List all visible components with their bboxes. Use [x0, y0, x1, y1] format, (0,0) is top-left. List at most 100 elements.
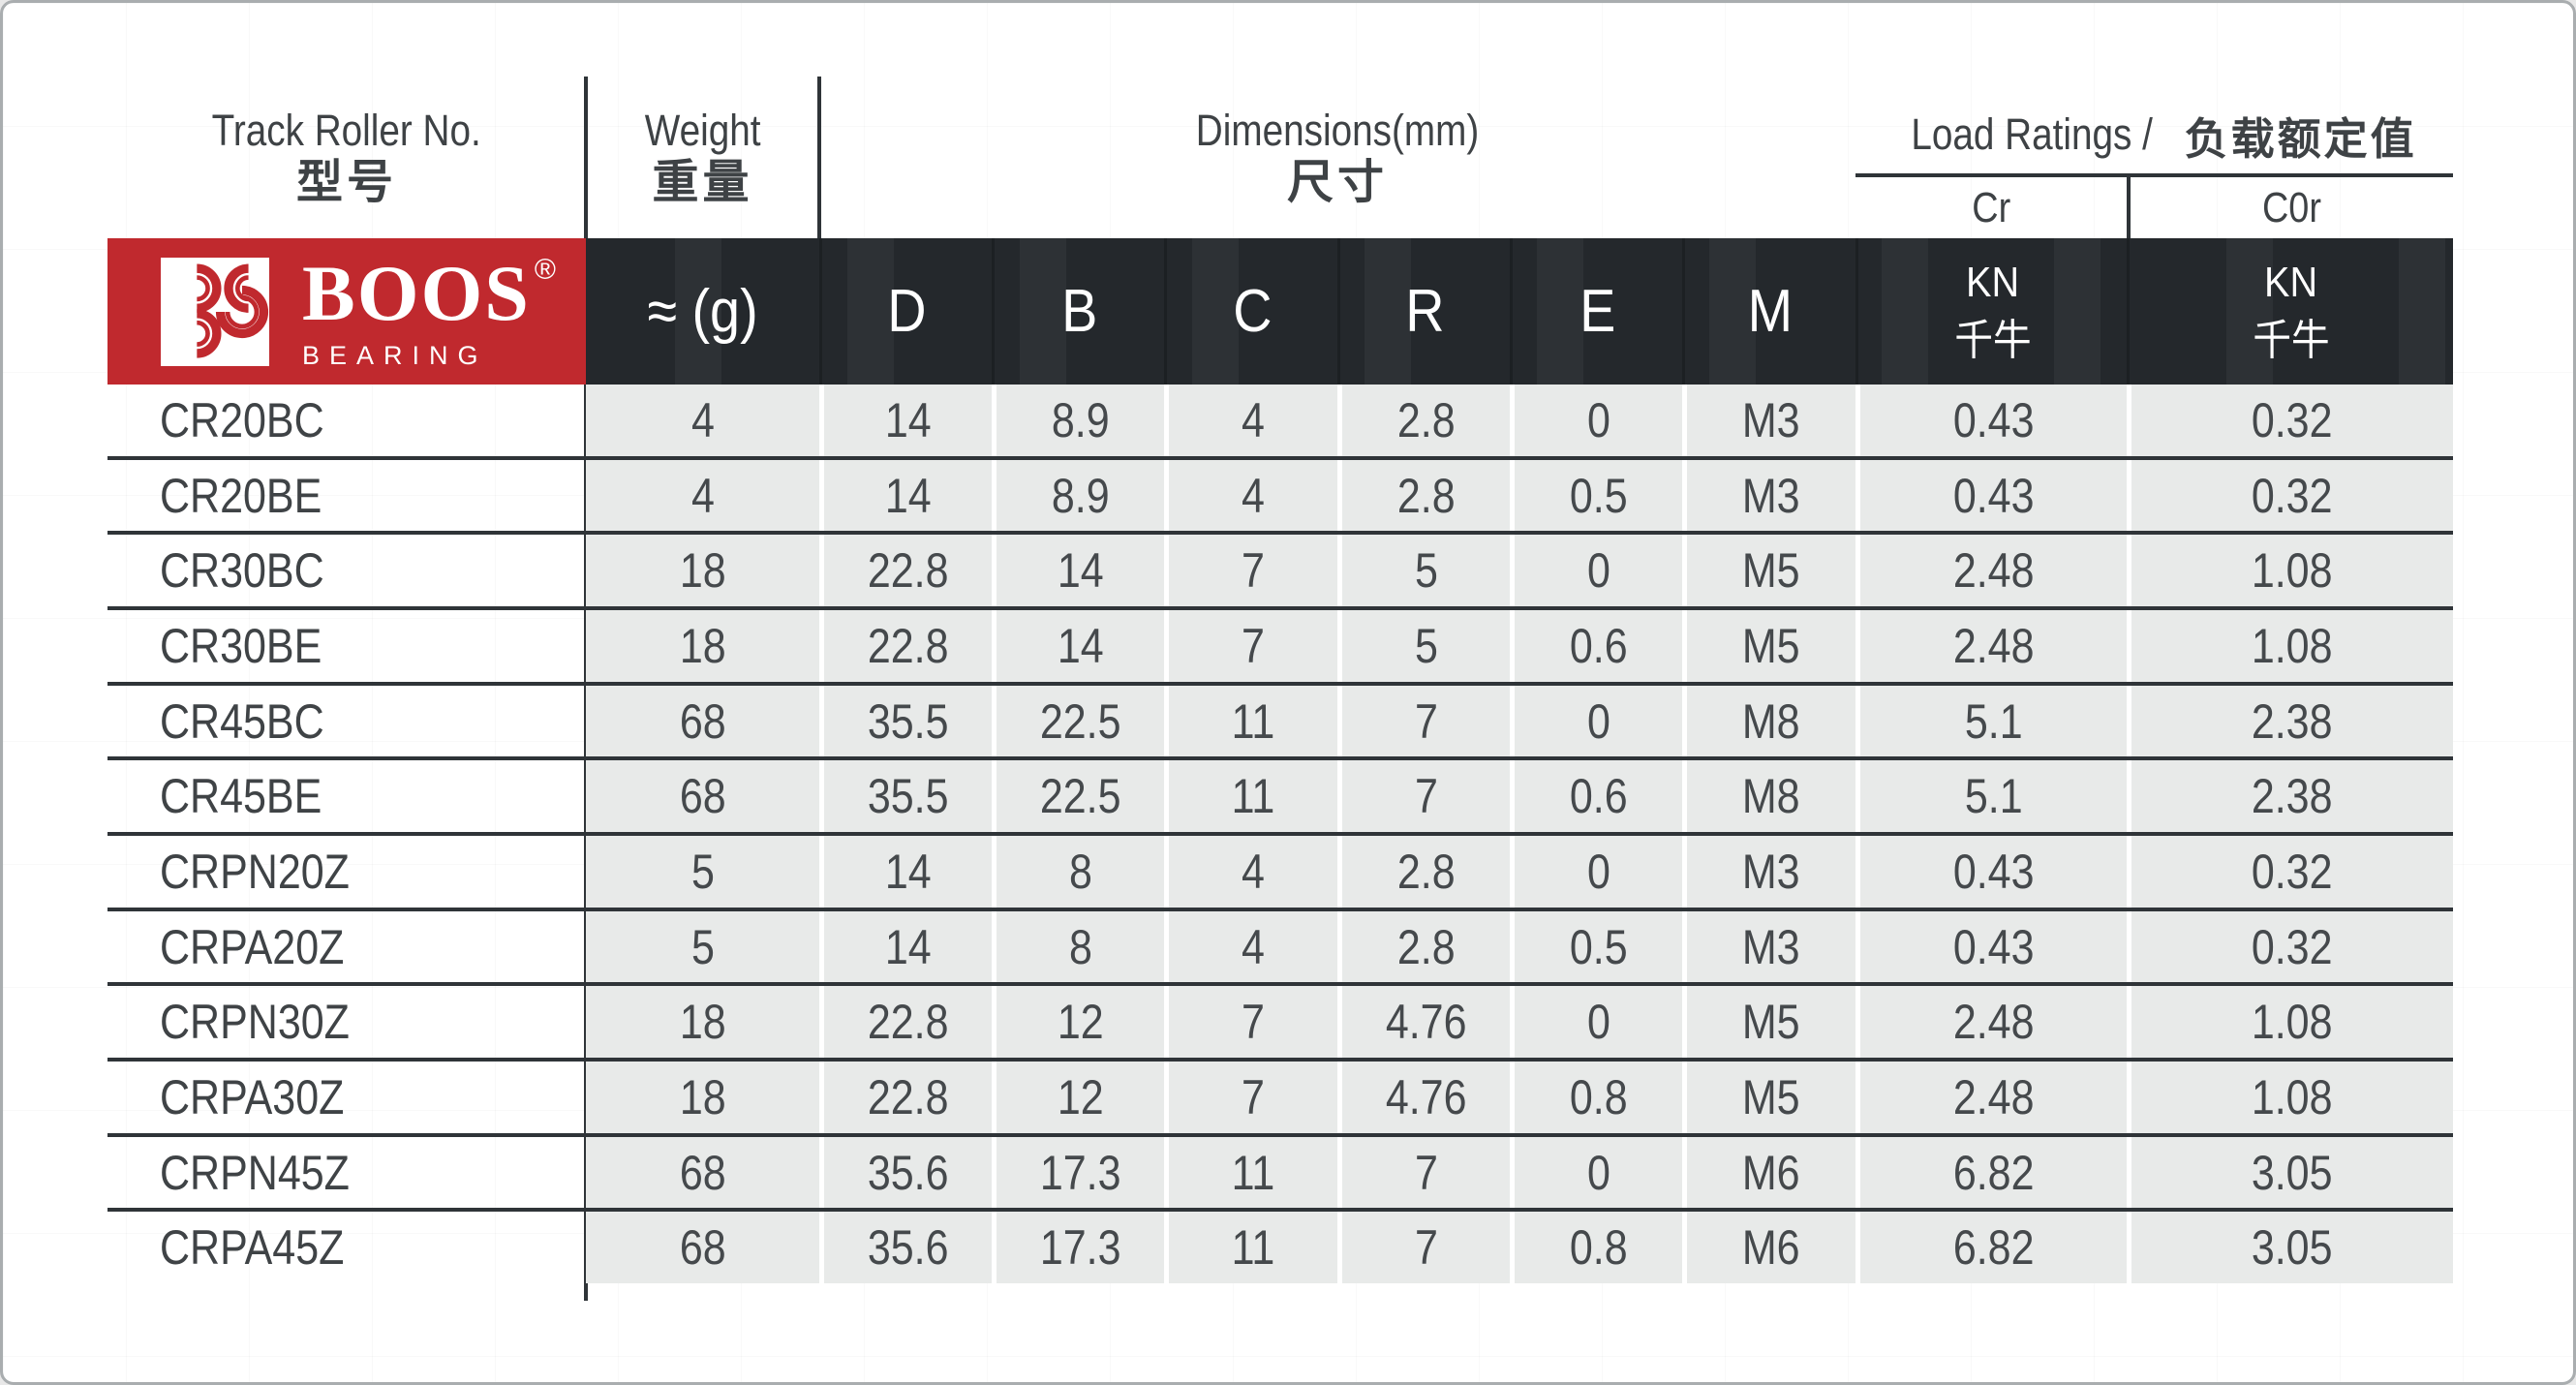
cell-b-value: 8.9	[1051, 392, 1110, 447]
cell-model-value: CRPA30Z	[160, 1069, 345, 1124]
cell-b: 8.9	[992, 459, 1164, 532]
cell-model-value: CR45BC	[160, 693, 324, 749]
cell-b: 22.5	[992, 685, 1164, 757]
cell-weight-value: 18	[679, 618, 726, 673]
brand-monogram-icon	[161, 257, 269, 366]
cell-weight-value: 5	[690, 919, 715, 974]
cell-b: 14	[992, 535, 1164, 607]
cell-e: 0	[1510, 535, 1682, 607]
cell-b-value: 8	[1068, 844, 1092, 899]
cell-m-value: M6	[1742, 1220, 1800, 1276]
cell-model-value: CR30BE	[160, 618, 322, 673]
cell-b: 22.5	[992, 760, 1164, 833]
cell-m: M8	[1682, 685, 1855, 757]
kn-zh-label: 千牛	[2253, 316, 2330, 364]
band-header-c0r-unit: KN 千牛	[2127, 238, 2453, 385]
cell-cr-value: 0.43	[1952, 392, 2035, 447]
cell-m-value: M3	[1742, 844, 1800, 899]
cell-c0r-value: 1.08	[2252, 1069, 2333, 1124]
cell-r-value: 2.8	[1396, 468, 1456, 523]
table-row: CRPA45Z 68 35.6 17.3 11 7 0.8 M6 6.82 3.05	[107, 1208, 2453, 1284]
cell-cr-value: 6.82	[1952, 1145, 2035, 1200]
cell-m: M5	[1682, 986, 1855, 1059]
cell-c: 4	[1164, 459, 1337, 532]
table-row: CR30BE 18 22.8 14 7 5 0.6 M5 2.48 1.08	[107, 606, 2453, 682]
cell-e-value: 0.8	[1569, 1069, 1628, 1124]
cell-cr: 0.43	[1855, 910, 2127, 983]
band-header-r: R	[1337, 238, 1510, 385]
cell-e-value: 0	[1586, 995, 1610, 1050]
cell-m: M8	[1682, 760, 1855, 833]
cell-r: 7	[1337, 685, 1510, 757]
table-row: CRPA20Z 5 14 8 4 2.8 0.5 M3 0.43 0.32	[107, 907, 2453, 983]
cell-model-value: CR20BE	[160, 468, 322, 523]
table-row: CRPN20Z 5 14 8 4 2.8 0 M3 0.43 0.32	[107, 832, 2453, 908]
load-ratings-subheader: Cr C0r	[1855, 177, 2453, 238]
band-header-m: M	[1682, 238, 1855, 385]
cell-d: 14	[819, 910, 992, 983]
brand-wordmark: BOOS ®	[302, 254, 558, 333]
cell-cr-value: 5.1	[1964, 693, 2023, 749]
cell-cr: 2.48	[1855, 1062, 2127, 1133]
cell-c: 11	[1164, 760, 1337, 833]
cell-c0r: 2.38	[2127, 760, 2453, 833]
cell-d-value: 14	[884, 844, 932, 899]
cell-d: 35.5	[819, 685, 992, 757]
cell-b-value: 14	[1057, 543, 1104, 599]
column-header-weight-en: Weight	[644, 106, 761, 155]
cell-weight-value: 5	[690, 844, 715, 899]
cell-b: 8.9	[992, 385, 1164, 456]
column-header-dimensions: Dimensions(mm) 尺寸	[819, 77, 1855, 238]
column-header-model: Track Roller No. 型号	[107, 77, 586, 238]
table-row: CRPN45Z 68 35.6 17.3 11 7 0 M6 6.82 3.05	[107, 1132, 2453, 1209]
cell-cr: 0.43	[1855, 459, 2127, 532]
table-row: CR20BC 4 14 8.9 4 2.8 0 M3 0.43 0.32	[107, 385, 2453, 456]
brand-logo: BOOS ® BEARING	[107, 238, 586, 385]
band-header-cr-unit: KN 千牛	[1855, 238, 2127, 385]
cell-m: M5	[1682, 535, 1855, 607]
cell-d-value: 35.6	[867, 1145, 949, 1200]
cell-b: 12	[992, 1062, 1164, 1133]
kn-label: KN	[2264, 259, 2318, 307]
cell-e-value: 0.5	[1569, 468, 1628, 523]
cell-d-value: 14	[884, 468, 932, 523]
cell-d-value: 22.8	[867, 618, 949, 673]
cell-b-value: 14	[1057, 618, 1104, 673]
cell-c0r: 0.32	[2127, 836, 2453, 908]
cell-r-value: 7	[1414, 693, 1438, 749]
cell-model-value: CRPN45Z	[160, 1145, 350, 1200]
cell-cr-value: 2.48	[1952, 995, 2035, 1050]
brand-name: BOOS	[302, 249, 531, 337]
table-row: CRPN30Z 18 22.8 12 7 4.76 0 M5 2.48 1.08	[107, 982, 2453, 1059]
cell-r: 7	[1337, 760, 1510, 833]
cell-weight: 18	[586, 535, 819, 607]
cell-c-value: 4	[1242, 919, 1265, 974]
cell-b-value: 17.3	[1039, 1145, 1121, 1200]
cell-c0r-value: 0.32	[2252, 844, 2333, 899]
cell-c-value: 7	[1242, 1069, 1265, 1124]
cell-c: 4	[1164, 385, 1337, 456]
cell-b: 8	[992, 910, 1164, 983]
load-ratings-divider	[1855, 173, 2453, 177]
cell-d-value: 14	[884, 392, 932, 447]
cell-cr-value: 0.43	[1952, 468, 2035, 523]
cell-cr: 5.1	[1855, 685, 2127, 757]
cell-d-value: 35.5	[867, 769, 949, 824]
cell-e: 0	[1510, 836, 1682, 908]
cell-weight: 68	[586, 685, 819, 757]
cell-c: 4	[1164, 836, 1337, 908]
cell-r-value: 5	[1414, 543, 1438, 599]
cell-weight-value: 68	[679, 693, 726, 749]
cell-r-value: 7	[1414, 769, 1438, 824]
cell-weight: 5	[586, 910, 819, 983]
cell-c: 4	[1164, 910, 1337, 983]
cell-model: CR30BE	[107, 610, 586, 682]
cell-r: 5	[1337, 535, 1510, 607]
cell-cr-value: 0.43	[1952, 844, 2035, 899]
cell-c0r-value: 2.38	[2252, 769, 2333, 824]
cell-c-value: 4	[1242, 392, 1265, 447]
cell-model: CRPN30Z	[107, 986, 586, 1058]
cell-m-value: M6	[1742, 1145, 1800, 1200]
cell-m-value: M5	[1742, 618, 1800, 673]
cell-b: 12	[992, 986, 1164, 1059]
